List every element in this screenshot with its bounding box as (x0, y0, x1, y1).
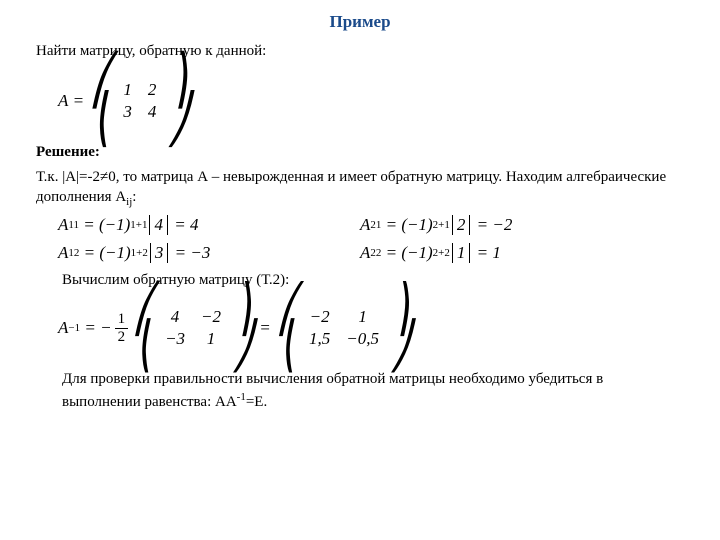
inv-eq: = (259, 318, 270, 338)
subscript: 12 (68, 247, 79, 259)
matrix-cell: 1 (115, 79, 140, 101)
cof-label: A (360, 243, 370, 263)
text-span: : (132, 189, 136, 205)
frac-num: 1 (115, 311, 129, 329)
fraction: 1 2 (115, 311, 129, 346)
cof-result: = −3 (175, 243, 211, 263)
superscript: 2+2 (433, 247, 450, 259)
superscript: 1+1 (130, 219, 147, 231)
matrix-cell: −2 (193, 306, 229, 328)
matrix-cell: 4 (140, 101, 165, 123)
determinant: 4 (149, 215, 168, 235)
text-span: Для проверки правильности вычисления обр… (62, 371, 603, 410)
cof-label: A (58, 215, 68, 235)
matrix-cell: 2 (140, 79, 165, 101)
subscript: 11 (68, 219, 79, 231)
cofactor-row-2: A12 = (−1)1+2 3 = −3 A22 = (−1)2+2 1 = 1 (58, 243, 662, 263)
cof-expr: = (−1) (386, 215, 433, 235)
matrix-cell: 1,5 (301, 328, 338, 350)
cofactor-a12: A12 = (−1)1+2 3 = −3 (58, 243, 360, 263)
matrix-cell: −0,5 (338, 328, 387, 350)
nondegenerate-text: Т.к. |A|=-2≠0, то матрица А – невырожден… (36, 168, 684, 209)
cof-result: = 1 (477, 243, 501, 263)
text-span: =E. (246, 394, 267, 410)
subscript: 22 (370, 247, 381, 259)
matrix-symbol: A (58, 91, 68, 111)
inverse-matrix-1: ⎛⎝ 4−2 −31 ⎞⎠ (134, 296, 252, 360)
task-statement: Найти матрицу, обратную к данной: (36, 42, 684, 62)
cof-label: A (58, 243, 68, 263)
superscript: 2+1 (433, 219, 450, 231)
calc-label: Вычислим обратную матрицу (Т.2): (62, 271, 684, 291)
matrix-a-definition: A = ⎛⎝ 12 34 ⎞⎠ (58, 68, 662, 135)
determinant: 3 (150, 243, 169, 263)
cof-result: = −2 (477, 215, 513, 235)
inv-eq: = − (84, 318, 111, 338)
verification-text: Для проверки правильности вычисления обр… (62, 370, 684, 412)
cofactor-a11: A11 = (−1)1+1 4 = 4 (58, 215, 360, 235)
matrix-cell: 1 (193, 328, 229, 350)
inv-lhs: A (58, 318, 68, 338)
frac-den: 2 (115, 329, 129, 346)
superscript: -1 (237, 391, 246, 403)
matrix-cell: 3 (115, 101, 140, 123)
inverse-matrix-2: ⎛⎝ −21 1,5−0,5 ⎞⎠ (278, 296, 410, 360)
cof-expr: = (−1) (386, 243, 433, 263)
matrix-cell: 4 (157, 306, 193, 328)
inverse-calculation: A−1 = − 1 2 ⎛⎝ 4−2 −31 ⎞⎠ = ⎛⎝ −21 1,5−0… (58, 296, 662, 360)
cofactor-row-1: A11 = (−1)1+1 4 = 4 A21 = (−1)2+1 2 = −2 (58, 215, 662, 235)
determinant: 1 (452, 243, 471, 263)
matrix-cell: −3 (157, 328, 193, 350)
superscript: −1 (68, 322, 80, 334)
cofactor-a22: A22 = (−1)2+2 1 = 1 (360, 243, 662, 263)
matrix-cell: −2 (301, 306, 338, 328)
superscript: 1+2 (131, 247, 148, 259)
matrix-a: ⎛⎝ 12 34 ⎞⎠ (91, 68, 188, 135)
cofactor-a21: A21 = (−1)2+1 2 = −2 (360, 215, 662, 235)
cof-expr: = (−1) (83, 215, 130, 235)
cof-result: = 4 (174, 215, 198, 235)
subscript: 21 (370, 219, 381, 231)
matrix-cell: 1 (338, 306, 387, 328)
solution-header: Решение: (36, 143, 684, 163)
cof-label: A (360, 215, 370, 235)
cof-expr: = (−1) (84, 243, 131, 263)
determinant: 2 (452, 215, 471, 235)
page-title: Пример (36, 12, 684, 32)
